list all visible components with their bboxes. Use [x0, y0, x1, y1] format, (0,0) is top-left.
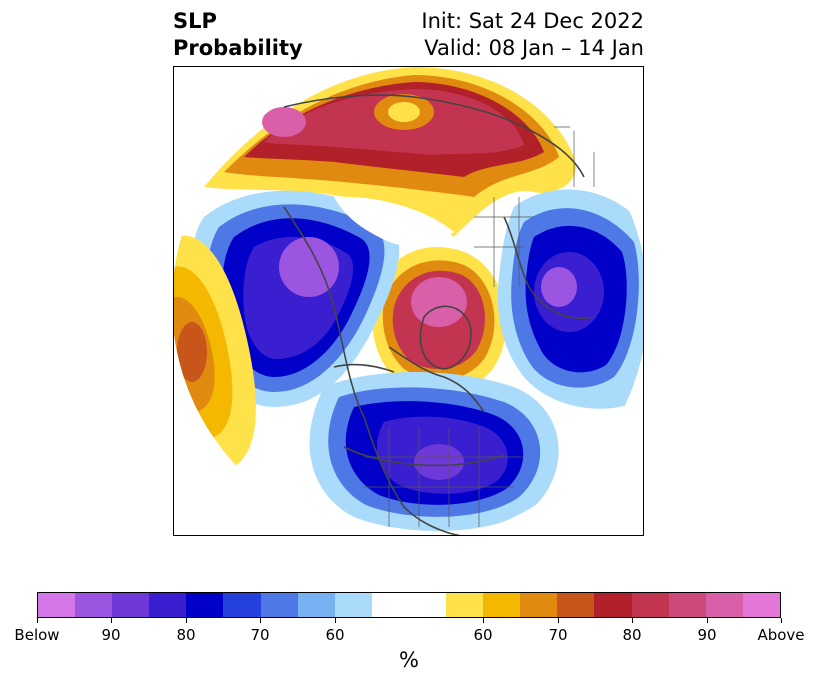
- probability-colorbar: [37, 592, 781, 618]
- colorbar-tick: [260, 618, 261, 623]
- colorbar-swatch: [223, 593, 261, 617]
- colorbar-label: 60: [325, 626, 345, 644]
- colorbar-units: %: [399, 648, 419, 672]
- valid-range: Valid: 08 Jan – 14 Jan: [424, 36, 644, 60]
- colorbar-swatch: [742, 593, 780, 617]
- colorbar-swatch: [334, 593, 372, 617]
- colorbar-swatch: [520, 593, 558, 617]
- colorbar-tick: [483, 618, 484, 623]
- colorbar-swatch: [668, 593, 706, 617]
- probability-shading: [174, 67, 643, 535]
- colorbar-label: Above: [757, 626, 805, 644]
- colorbar-swatch: [38, 593, 76, 617]
- title-metric: Probability: [173, 36, 303, 60]
- map-title-left: SLP Probability: [173, 8, 303, 62]
- colorbar-tick: [186, 618, 187, 623]
- colorbar-label: 60: [473, 626, 493, 644]
- colorbar-swatch: [371, 593, 409, 617]
- colorbar-swatch: [186, 593, 224, 617]
- init-date: Init: Sat 24 Dec 2022: [421, 9, 644, 33]
- colorbar-swatch: [112, 593, 150, 617]
- colorbar-tick: [558, 618, 559, 623]
- colorbar-swatch: [149, 593, 187, 617]
- colorbar-label: 90: [101, 626, 121, 644]
- map-title-right: Init: Sat 24 Dec 2022 Valid: 08 Jan – 14…: [421, 8, 644, 62]
- colorbar-label: 90: [697, 626, 717, 644]
- colorbar-label: 70: [250, 626, 270, 644]
- coastlines: [283, 94, 595, 535]
- colorbar-tick: [632, 618, 633, 623]
- title-variable: SLP: [173, 9, 217, 33]
- colorbar-swatch: [297, 593, 335, 617]
- colorbar-label: 70: [548, 626, 568, 644]
- colorbar-tick: [111, 618, 112, 623]
- map-canvas: [174, 67, 643, 535]
- colorbar-tick: [335, 618, 336, 623]
- colorbar-swatch: [557, 593, 595, 617]
- probability-map: [173, 66, 644, 536]
- colorbar-swatch: [594, 593, 632, 617]
- colorbar-swatch: [408, 593, 447, 617]
- colorbar-tick: [37, 618, 38, 623]
- colorbar-tick: [707, 618, 708, 623]
- colorbar-swatch: [483, 593, 521, 617]
- colorbar-tick: [781, 618, 782, 623]
- colorbar-label: 80: [622, 626, 642, 644]
- colorbar-swatch: [75, 593, 113, 617]
- colorbar-label: 80: [176, 626, 196, 644]
- colorbar-swatch: [260, 593, 298, 617]
- colorbar-swatch: [705, 593, 743, 617]
- colorbar-swatch: [631, 593, 669, 617]
- colorbar-label: Below: [14, 626, 60, 644]
- colorbar-swatch: [446, 593, 484, 617]
